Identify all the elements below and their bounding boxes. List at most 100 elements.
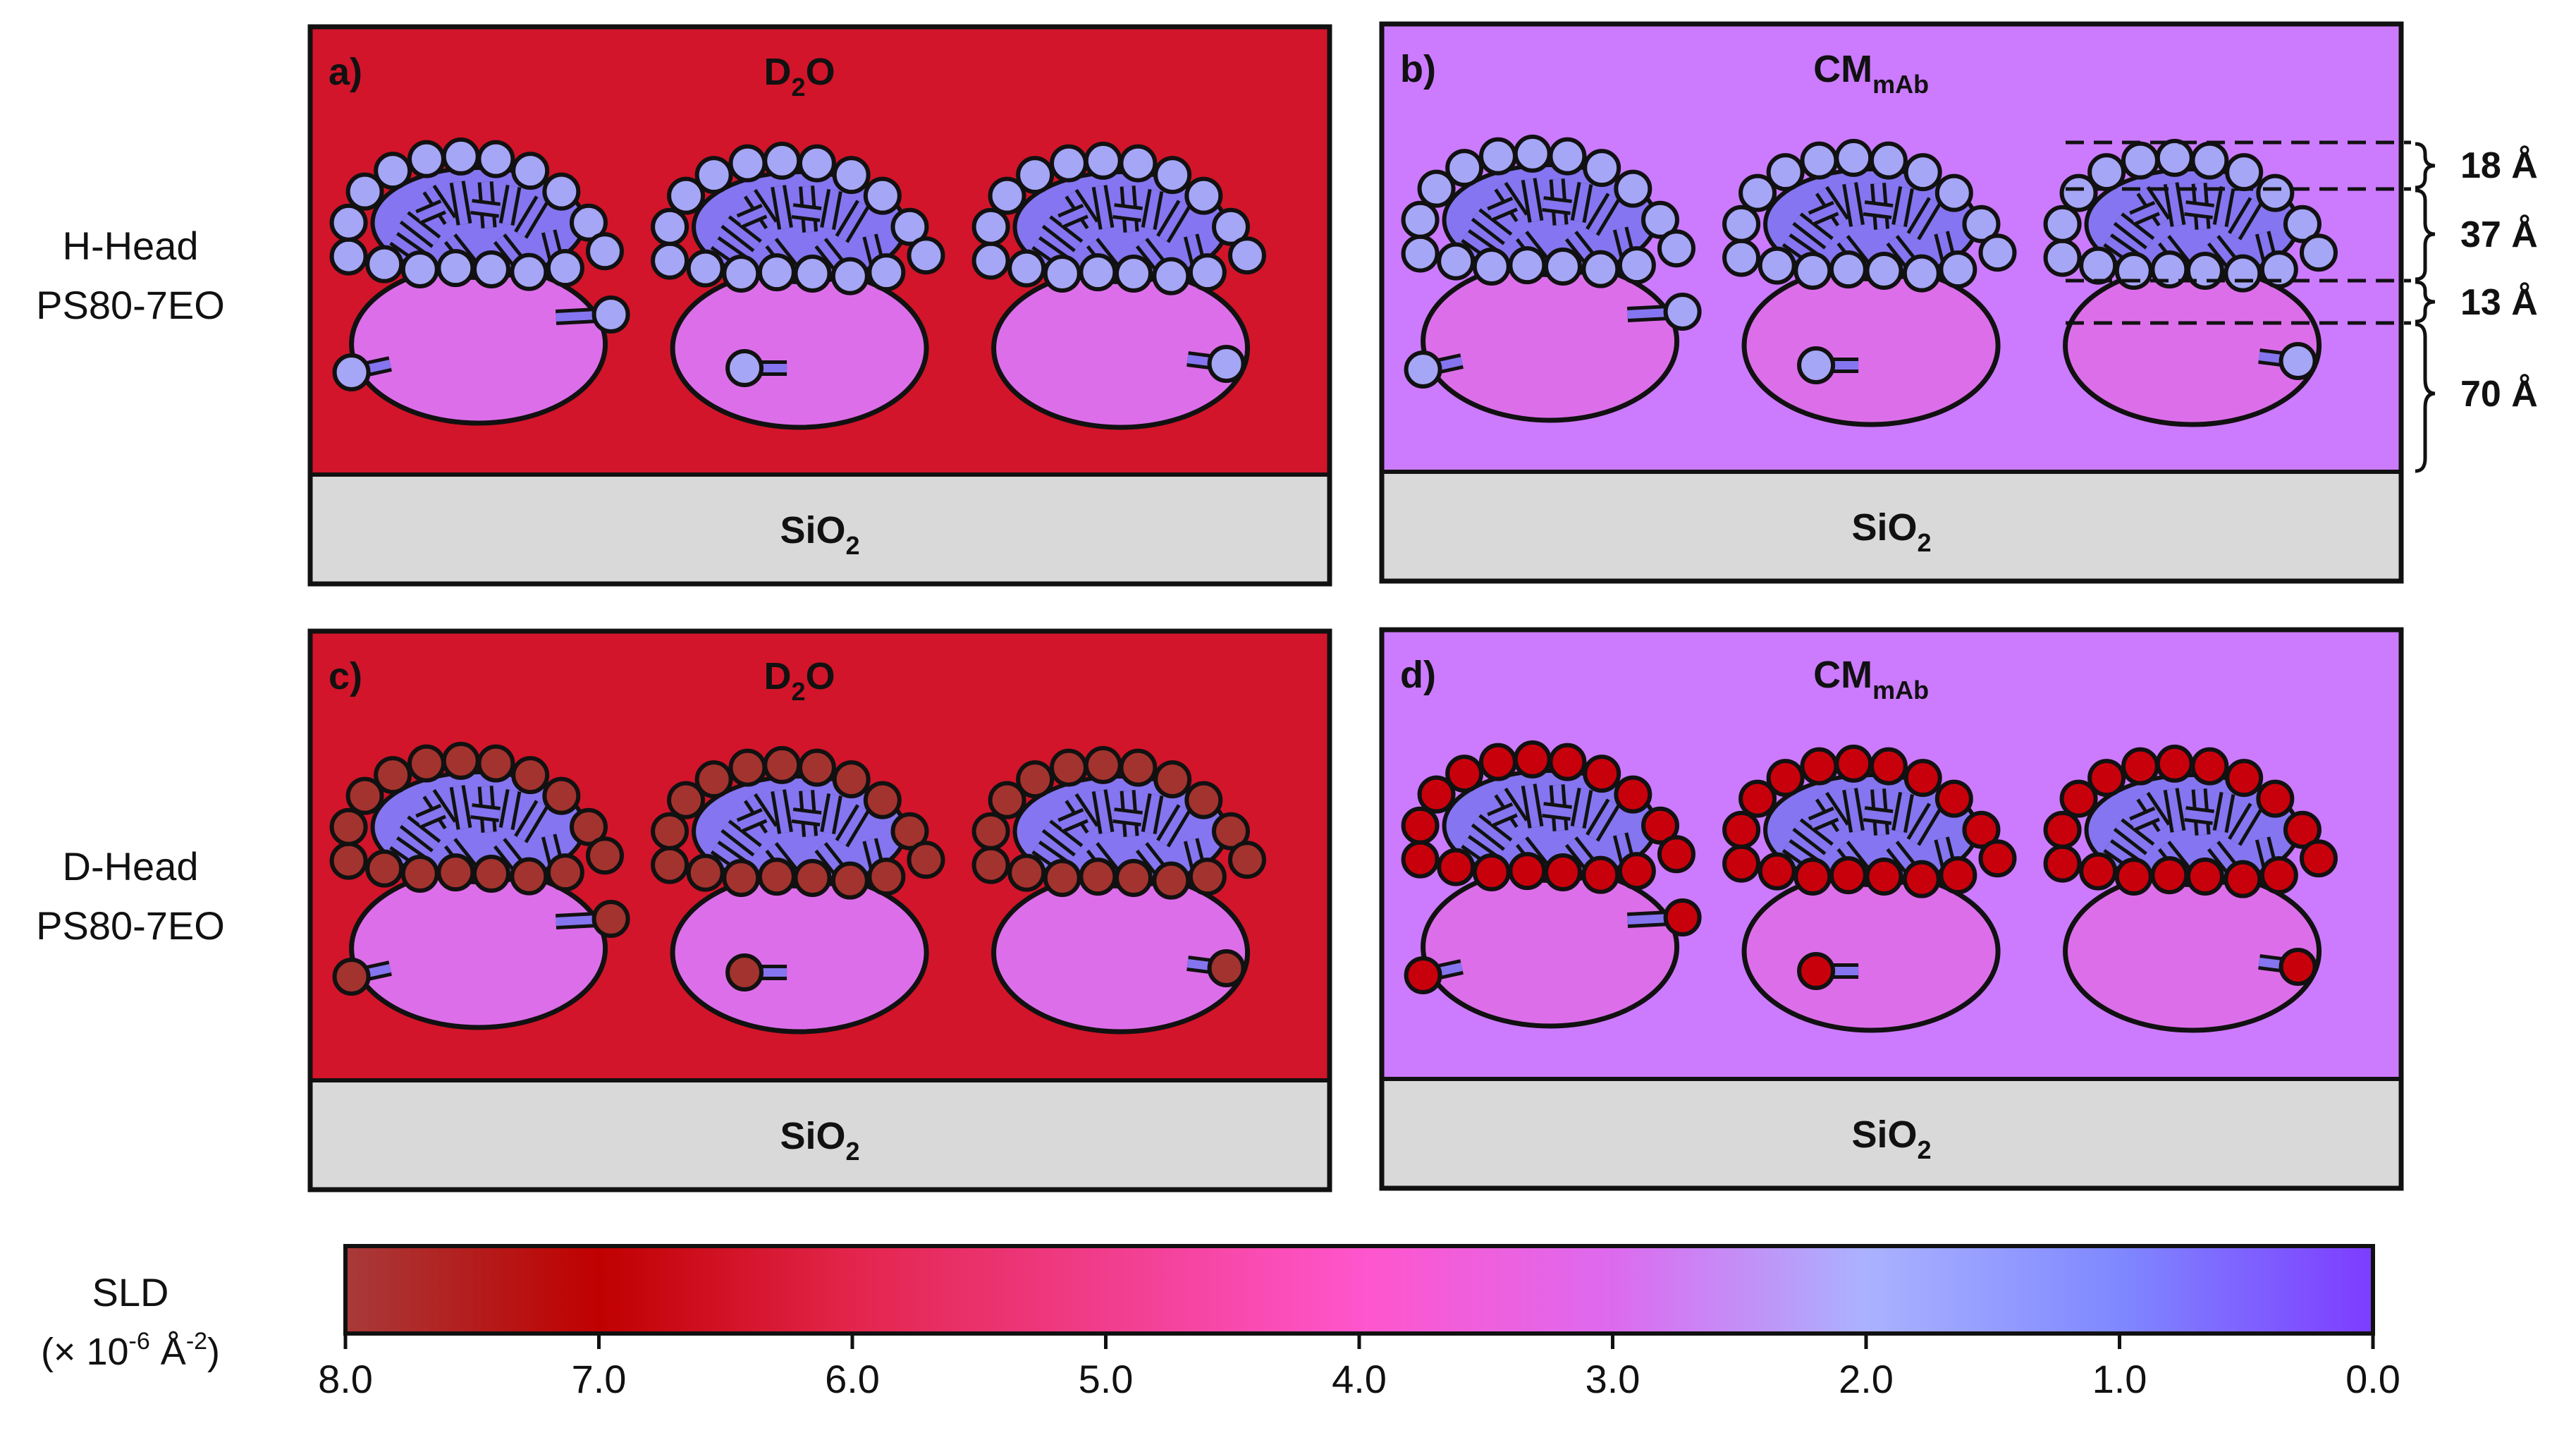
head-group (2059, 173, 2098, 212)
colorbar-tick-label: 2.0 (1839, 1357, 1894, 1401)
tail-chain (1846, 183, 1861, 226)
tail-chain (1144, 793, 1160, 834)
head-group (863, 781, 902, 819)
head-group (1758, 246, 1796, 285)
head-group (1543, 248, 1582, 286)
tail-chain (1909, 198, 1939, 239)
head-group (2043, 205, 2082, 243)
micelle (2043, 744, 2338, 898)
head-group (763, 745, 802, 784)
head-group (329, 203, 368, 242)
head-group (2283, 810, 2322, 849)
head-group (2150, 856, 2189, 895)
head-group (2224, 860, 2262, 898)
head-group (400, 855, 439, 893)
tail-chain (1794, 821, 1832, 853)
head-group (1583, 755, 1621, 793)
tail-chain (792, 811, 821, 823)
head-group (1617, 852, 1656, 891)
head-group (1902, 254, 1941, 293)
tail-chain (1473, 211, 1511, 243)
substrate-label: SiO2 (1851, 1113, 1931, 1164)
head-group (1401, 234, 1440, 273)
head-group (477, 140, 515, 178)
head-group (407, 744, 446, 783)
head-group (374, 756, 412, 795)
head-group (651, 846, 689, 884)
row-label-h-head-line2: PS80-7EO (36, 283, 225, 327)
head-group (1614, 775, 1652, 814)
panel-border (307, 24, 1332, 587)
colorbar-title-units: (× 10-6 Å-2) (41, 1328, 220, 1373)
head-group (1548, 743, 1587, 781)
head-group (542, 172, 581, 211)
head-group (1007, 249, 1046, 288)
head-group (686, 249, 725, 288)
head-group (436, 249, 475, 288)
substrate-region (1382, 472, 2401, 581)
vesicle-core (1421, 865, 1680, 1029)
head-group (1472, 248, 1511, 286)
tail-chain (1895, 186, 1910, 227)
head-group (1211, 207, 1250, 246)
brace-70 (2415, 322, 2436, 473)
head-group (511, 756, 550, 795)
head-group (2079, 852, 2118, 891)
head-group (1508, 852, 1547, 891)
colorbar-tick-label: 5.0 (1079, 1357, 1134, 1401)
tail-chain (2184, 204, 2214, 216)
head-group (569, 807, 608, 846)
head-group (832, 156, 871, 195)
head-group (686, 853, 725, 892)
head-group (510, 857, 548, 896)
head-group (1640, 200, 1679, 239)
head-group (2043, 844, 2082, 883)
head-group (1939, 856, 1977, 895)
head-group (728, 748, 767, 787)
tail-chain (517, 197, 546, 238)
head-group (763, 141, 802, 180)
free-head-group (332, 353, 371, 391)
head-group (1834, 744, 1873, 783)
head-group (2190, 747, 2229, 786)
head-group (907, 236, 945, 275)
micelle (651, 745, 945, 900)
solvent-label: CMmAb (1813, 654, 1929, 704)
head-group (1043, 859, 1081, 897)
head-group (510, 252, 548, 291)
head-group (1401, 840, 1440, 879)
head-group (1445, 755, 1484, 793)
row-label-d-head-line2: PS80-7EO (36, 903, 225, 948)
head-group (1581, 250, 1620, 288)
free-head-group (1207, 949, 1246, 987)
tail-chain (723, 822, 760, 854)
head-group (1869, 141, 1908, 180)
tail-chain (1794, 215, 1832, 247)
head-group (546, 249, 584, 288)
tail-chain (517, 801, 546, 842)
free-head-group (591, 900, 630, 938)
head-group (1617, 246, 1656, 285)
head-group (2155, 744, 2194, 783)
tail-chain (1112, 207, 1143, 219)
head-group (1829, 856, 1867, 895)
head-group (1478, 743, 1517, 781)
head-group (585, 836, 624, 875)
panel-border (307, 628, 1332, 1192)
head-group (1903, 759, 1942, 798)
panel-label: d) (1400, 654, 1436, 696)
head-group (441, 137, 480, 176)
tail-chain (774, 790, 790, 834)
tail-chain (1488, 805, 1516, 824)
tail-chain (1863, 204, 1893, 216)
solvent-label: D2O (764, 655, 835, 706)
head-group (722, 255, 761, 293)
tail-chain (502, 789, 518, 830)
free-head-group (725, 953, 764, 991)
colorbar-gradient (343, 1244, 2375, 1336)
head-group (2185, 252, 2224, 290)
tail-chain (774, 185, 790, 229)
head-group (988, 781, 1026, 819)
head-group (988, 176, 1026, 215)
vesicle-core (2063, 870, 2322, 1033)
